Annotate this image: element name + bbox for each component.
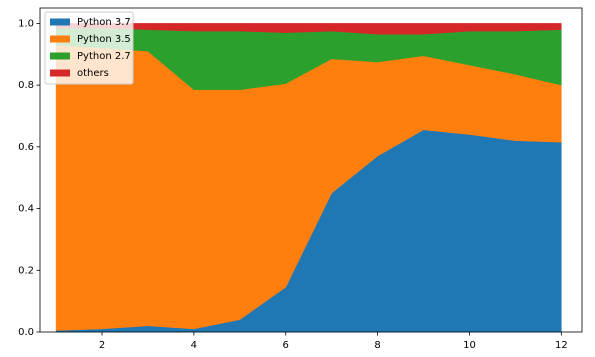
legend-label: Python 2.7 <box>77 51 131 62</box>
x-tick-label: 6 <box>283 340 289 351</box>
legend-label: Python 3.5 <box>77 34 131 45</box>
y-tick-label: 0.8 <box>18 80 34 91</box>
x-tick-label: 4 <box>191 340 197 351</box>
x-tick-label: 8 <box>374 340 380 351</box>
legend-box <box>44 11 134 85</box>
legend-swatch <box>50 69 70 77</box>
legend-swatch <box>50 52 70 60</box>
x-tick-label: 12 <box>555 340 568 351</box>
legend-swatch <box>50 18 70 26</box>
y-tick-label: 0.0 <box>18 327 34 338</box>
y-tick-label: 1.0 <box>18 18 34 29</box>
y-tick-label: 0.2 <box>18 265 34 276</box>
legend-label: Python 3.7 <box>77 17 131 28</box>
y-tick-label: 0.4 <box>18 204 34 215</box>
legend-label: others <box>77 68 109 79</box>
x-tick-label: 10 <box>463 340 476 351</box>
x-tick-label: 2 <box>99 340 105 351</box>
plot-frame <box>39 7 583 333</box>
area <box>55 23 562 35</box>
legend-swatch <box>50 35 70 43</box>
legend: Python 3.7 Python 3.5 Python 2.7 others <box>44 11 134 85</box>
y-tick-label: 0.6 <box>18 142 34 153</box>
